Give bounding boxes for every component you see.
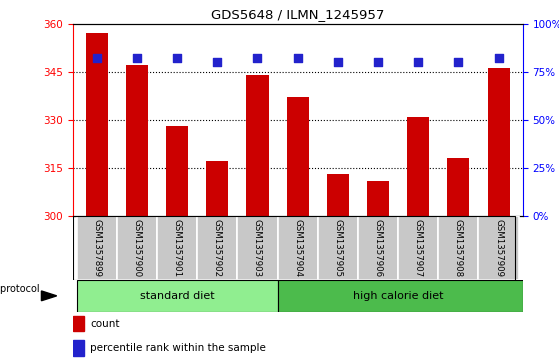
Text: GSM1357907: GSM1357907 xyxy=(414,219,423,277)
Title: GDS5648 / ILMN_1245957: GDS5648 / ILMN_1245957 xyxy=(211,8,385,21)
Bar xyxy=(238,216,278,280)
Bar xyxy=(278,280,523,312)
Bar xyxy=(166,126,188,216)
Text: standard diet: standard diet xyxy=(140,291,215,301)
Bar xyxy=(447,158,470,216)
Text: GSM1357904: GSM1357904 xyxy=(293,219,302,277)
Text: GSM1357903: GSM1357903 xyxy=(253,219,262,277)
Text: GSM1357901: GSM1357901 xyxy=(173,219,182,277)
Bar xyxy=(86,33,108,216)
Point xyxy=(494,55,503,61)
Bar xyxy=(487,69,510,216)
Bar xyxy=(367,181,389,216)
Bar xyxy=(197,216,238,280)
Bar xyxy=(77,216,117,280)
Point xyxy=(333,59,342,65)
Point xyxy=(414,59,423,65)
Text: high calorie diet: high calorie diet xyxy=(353,291,443,301)
Point xyxy=(253,55,262,61)
Text: GSM1357906: GSM1357906 xyxy=(373,219,382,277)
Bar xyxy=(327,174,349,216)
Point xyxy=(132,55,141,61)
Text: GSM1357899: GSM1357899 xyxy=(92,219,101,277)
Point xyxy=(213,59,222,65)
Bar xyxy=(73,340,84,356)
Bar xyxy=(479,216,519,280)
Text: GSM1357905: GSM1357905 xyxy=(333,219,342,277)
Text: growth protocol: growth protocol xyxy=(0,284,40,294)
Text: GSM1357900: GSM1357900 xyxy=(132,219,141,277)
Point xyxy=(173,55,182,61)
Bar xyxy=(407,117,429,216)
Bar xyxy=(278,216,318,280)
Point xyxy=(373,59,382,65)
Point xyxy=(293,55,302,61)
Bar xyxy=(287,97,309,216)
Point xyxy=(92,55,101,61)
Bar xyxy=(398,216,438,280)
Bar xyxy=(157,216,197,280)
Bar xyxy=(77,280,278,312)
Bar xyxy=(358,216,398,280)
Bar xyxy=(247,75,268,216)
Text: count: count xyxy=(90,318,120,329)
Bar xyxy=(117,216,157,280)
Bar xyxy=(318,216,358,280)
Polygon shape xyxy=(41,291,56,301)
Bar xyxy=(438,216,479,280)
Text: GSM1357909: GSM1357909 xyxy=(494,219,503,277)
Text: percentile rank within the sample: percentile rank within the sample xyxy=(90,343,266,353)
Bar xyxy=(73,316,84,331)
Text: GSM1357908: GSM1357908 xyxy=(454,219,463,277)
Bar xyxy=(206,162,229,216)
Text: GSM1357902: GSM1357902 xyxy=(213,219,222,277)
Bar xyxy=(126,65,148,216)
Point xyxy=(454,59,463,65)
